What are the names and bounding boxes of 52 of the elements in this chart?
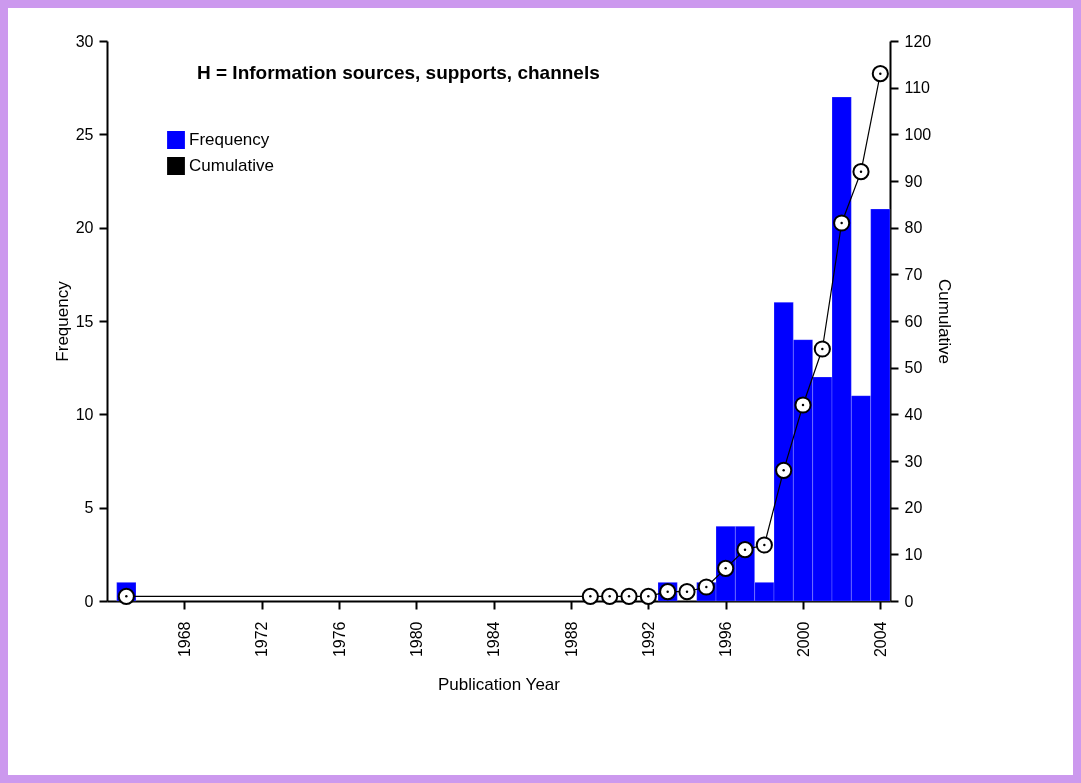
y-tick-label: 25 xyxy=(75,125,94,143)
point xyxy=(775,461,793,479)
y-tick-label: 30 xyxy=(75,32,94,50)
text: H = Information sources, supports, channels xyxy=(197,62,600,83)
y-axis-title: Frequency xyxy=(52,280,72,362)
point xyxy=(794,396,812,414)
y-tick-label: 15 xyxy=(75,312,94,330)
point xyxy=(871,65,889,83)
point xyxy=(117,587,135,605)
point xyxy=(736,541,754,559)
y-tick-label: 5 xyxy=(84,499,94,517)
point xyxy=(852,163,870,181)
y2-tick-label: 40 xyxy=(904,405,923,423)
y2-tick-label: 30 xyxy=(904,452,923,470)
point xyxy=(717,559,735,577)
y2-tick-label: 50 xyxy=(904,359,923,377)
x-tick-label: 1992 xyxy=(639,621,657,658)
y2-tick-label: 90 xyxy=(904,172,923,190)
x-tick-label: 1972 xyxy=(253,621,271,658)
y2-tick-label: 0 xyxy=(904,592,914,610)
y2-axis-title: Cumulative xyxy=(935,278,955,365)
legend-label: Cumulative xyxy=(189,156,275,175)
legend-label: Frequency xyxy=(189,130,270,149)
x-tick-label: 2004 xyxy=(871,621,889,658)
point xyxy=(678,583,696,601)
x-tick-label: 1988 xyxy=(562,621,580,658)
x-tick-label: 2000 xyxy=(794,621,812,658)
y2-tick-label: 10 xyxy=(904,545,923,563)
point xyxy=(697,578,715,596)
y-tick-label: 10 xyxy=(75,405,94,423)
y-tick-label: 20 xyxy=(75,219,94,237)
y2-tick-label: 70 xyxy=(904,265,923,283)
x-tick-label: 1980 xyxy=(407,621,425,658)
point xyxy=(639,587,657,605)
x-tick-label: 1976 xyxy=(330,621,348,658)
x-axis-title: Publication Year xyxy=(438,675,561,695)
point xyxy=(833,214,851,232)
y2-tick-label: 60 xyxy=(904,312,923,330)
point xyxy=(581,587,599,605)
y2-tick-label: 120 xyxy=(904,32,932,50)
y2-tick-label: 100 xyxy=(904,125,932,143)
x-tick-label: 1984 xyxy=(485,621,503,658)
point xyxy=(813,340,831,358)
x-tick-label: 1996 xyxy=(717,621,735,658)
point xyxy=(620,587,638,605)
point xyxy=(601,587,619,605)
y2-tick-label: 20 xyxy=(904,499,923,517)
x-tick-label: 1968 xyxy=(175,621,193,658)
y2-tick-label: 80 xyxy=(904,219,923,237)
y-tick-label: 0 xyxy=(84,592,94,610)
point xyxy=(755,536,773,554)
y2-tick-label: 110 xyxy=(904,79,931,97)
